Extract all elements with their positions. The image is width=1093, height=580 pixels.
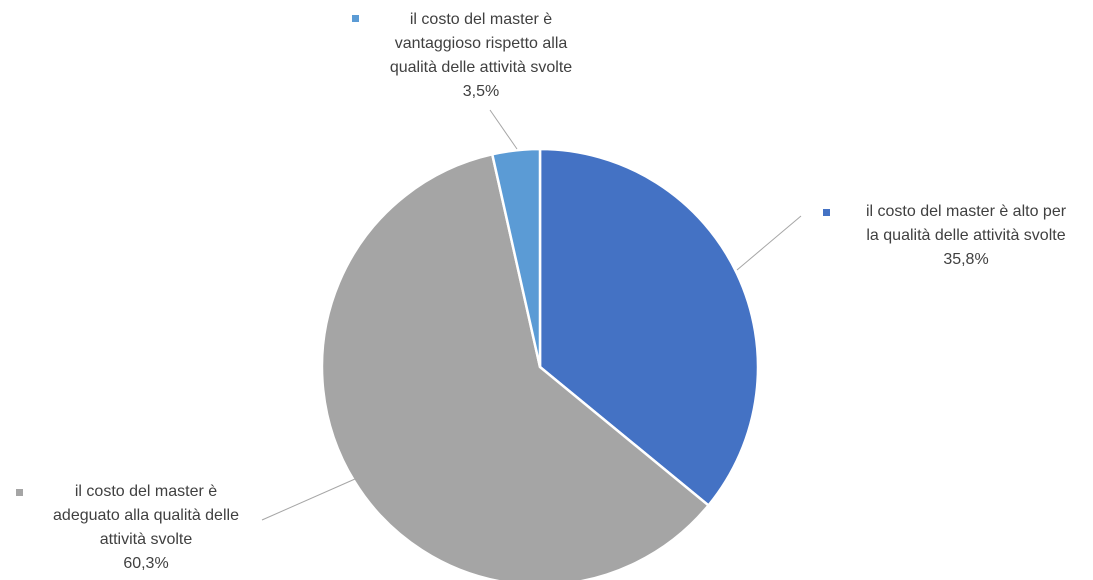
slice-label-2-line-2: adeguato alla qualità delle	[53, 507, 239, 524]
slice-label-2-line-1: il costo del master è	[75, 483, 217, 500]
pie-slice-2	[320, 152, 711, 580]
data-labels: il costo del master è alto per la qualità…	[16, 11, 1067, 572]
pie-slices	[320, 147, 760, 580]
slice-value-2: 60,3%	[123, 555, 168, 572]
slice-label-3-line-2: vantaggioso rispetto alla	[395, 35, 568, 52]
leader-line-2	[261, 478, 356, 521]
slice-label-2-line-3: attività svolte	[100, 531, 193, 548]
legend-marker-2	[16, 489, 23, 496]
slice-label-1-line-1: il costo del master è alto per	[866, 203, 1067, 220]
slice-label-1-line-2: la qualità delle attività svolte	[866, 227, 1065, 244]
legend-marker-1	[823, 209, 830, 216]
slice-label-3-line-3: qualità delle attività svolte	[390, 59, 572, 76]
pie-slice-3	[490, 147, 542, 368]
legend-marker-3	[352, 15, 359, 22]
leader-line-3	[489, 109, 518, 150]
slice-value-3: 3,5%	[463, 83, 499, 100]
pie-slice-1	[538, 147, 760, 508]
leader-line-1	[736, 215, 802, 271]
slice-value-1: 35,8%	[943, 251, 988, 268]
slice-label-3-line-1: il costo del master è	[410, 11, 552, 28]
leader-lines	[261, 109, 802, 521]
